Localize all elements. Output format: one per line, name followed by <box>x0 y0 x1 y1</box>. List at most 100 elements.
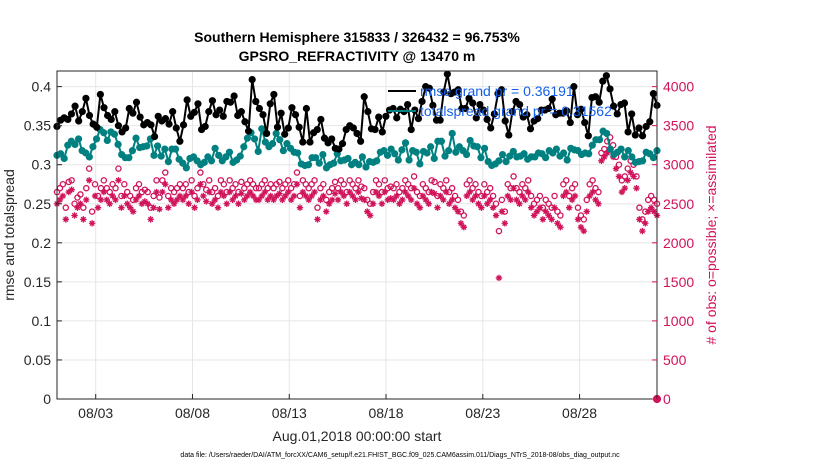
possible-obs-marker <box>59 180 67 188</box>
possible-obs-marker <box>232 180 239 188</box>
possible-obs-marker <box>214 192 222 200</box>
rmse-point <box>602 72 610 80</box>
assimilated-obs-marker <box>621 184 629 192</box>
rmse-point <box>216 106 224 114</box>
spread-point <box>71 140 79 149</box>
rmse-point <box>613 110 621 118</box>
assimilated-obs-marker <box>296 204 304 211</box>
assimilated-obs-marker <box>627 169 634 176</box>
spread-point <box>441 152 449 160</box>
assimilated-obs-marker <box>595 200 602 207</box>
rmse-point <box>273 123 282 131</box>
assimilated-obs-marker <box>460 223 468 231</box>
rmse-point <box>169 108 177 116</box>
spread-point <box>294 149 302 157</box>
rmse-point <box>237 108 245 116</box>
spread-point <box>373 157 381 165</box>
assimilated-obs-marker <box>349 192 356 200</box>
spread-point <box>272 129 280 138</box>
assimilated-obs-marker <box>568 196 576 204</box>
assimilated-obs-marker <box>525 188 532 196</box>
rmse-point <box>479 106 488 114</box>
assimilated-obs-marker <box>642 220 649 227</box>
possible-obs-marker <box>524 177 532 184</box>
spread-point <box>502 157 510 166</box>
possible-obs-marker <box>495 227 503 235</box>
assimilated-obs-marker <box>486 196 494 204</box>
assimilated-obs-marker <box>589 188 596 196</box>
rmse-point <box>487 124 495 132</box>
rmse-point <box>78 108 86 116</box>
assimilated-obs-marker <box>624 177 631 184</box>
spread-point <box>452 148 460 156</box>
assimilated-obs-marker <box>276 190 283 197</box>
spread-point <box>495 157 503 165</box>
rmse-point <box>71 102 79 110</box>
y-left-tick-label: 0.25 <box>24 196 51 212</box>
y-right-tick-label: 3000 <box>663 157 694 173</box>
assimilated-obs-marker <box>361 196 368 204</box>
assimilated-obs-marker <box>285 188 292 196</box>
assimilated-obs-marker <box>302 192 309 200</box>
possible-obs-marker <box>220 180 228 188</box>
assimilated-obs-marker <box>124 200 131 207</box>
spread-point <box>639 157 647 165</box>
assimilated-obs-marker <box>451 204 459 211</box>
rmse-point <box>288 104 296 112</box>
possible-obs-marker <box>498 196 506 204</box>
assimilated-obs-marker <box>238 190 245 197</box>
assimilated-obs-marker <box>328 196 336 204</box>
assimilated-obs-marker <box>463 192 470 200</box>
assimilated-obs-marker <box>369 200 377 207</box>
assimilated-obs-marker <box>387 195 394 202</box>
possible-obs-marker <box>355 177 362 184</box>
assimilated-obs-marker <box>475 200 482 207</box>
possible-obs-marker <box>276 178 283 186</box>
rmse-point <box>67 110 76 118</box>
assimilated-obs-marker <box>270 196 277 204</box>
rmse-point <box>505 131 513 139</box>
spread-point <box>401 139 410 147</box>
assimilated-obs-marker <box>466 188 473 196</box>
assimilated-obs-marker <box>94 204 102 211</box>
spread-point <box>74 135 83 143</box>
possible-obs-marker <box>571 180 579 188</box>
rmse-point <box>624 128 632 136</box>
assimilated-obs-marker <box>135 192 143 200</box>
spread-point <box>387 145 395 153</box>
rmse-point <box>255 104 264 113</box>
spread-point <box>498 150 507 159</box>
x-tick-label: 08/23 <box>465 405 500 421</box>
assimilated-obs-marker <box>144 200 151 207</box>
assimilated-obs-marker <box>126 204 134 211</box>
assimilated-obs-marker <box>334 196 342 204</box>
possible-obs-marker <box>615 161 623 168</box>
spread-point <box>254 147 262 156</box>
spread-point <box>473 143 481 151</box>
spread-point <box>628 153 636 161</box>
spread-point <box>211 144 219 152</box>
assimilated-obs-marker <box>91 192 99 200</box>
assimilated-obs-marker <box>513 196 520 204</box>
assimilated-obs-marker <box>317 196 324 204</box>
rmse-point <box>443 70 451 78</box>
spread-point <box>506 152 514 160</box>
assimilated-obs-marker <box>150 204 157 211</box>
spread-point <box>132 134 140 142</box>
assimilated-obs-marker <box>604 149 611 157</box>
assimilated-obs-marker <box>118 204 125 211</box>
chart-title-line2: GPSRO_REFRACTIVITY @ 13470 m <box>239 48 476 64</box>
assimilated-obs-marker <box>167 196 175 204</box>
spread-point <box>588 141 596 149</box>
x-tick-label: 08/08 <box>175 405 210 421</box>
assimilated-obs-marker <box>405 192 412 200</box>
possible-obs-marker <box>516 188 523 196</box>
possible-obs-marker <box>636 204 643 211</box>
assimilated-obs-marker <box>551 204 558 211</box>
rmse-point <box>320 134 329 142</box>
spread-point <box>445 147 453 155</box>
possible-obs-marker <box>144 188 151 196</box>
possible-obs-marker <box>536 192 544 200</box>
y-left-tick-label: 0 <box>43 391 51 407</box>
possible-obs-marker <box>188 177 195 184</box>
